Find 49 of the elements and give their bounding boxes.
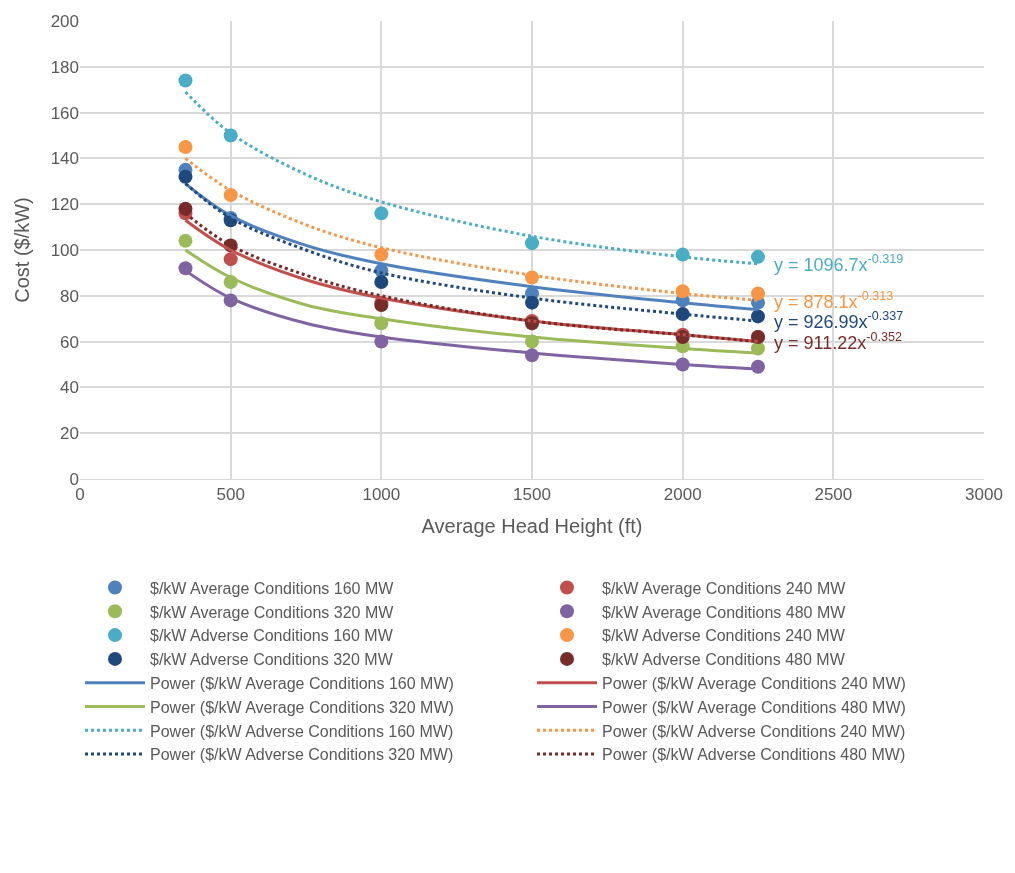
- y-tick-label: 40: [60, 378, 79, 398]
- legend-label: $/kW Average Conditions 320 MW: [150, 603, 395, 621]
- point: [178, 169, 193, 184]
- point: [374, 275, 389, 290]
- legend-label: Power ($/kW Average Conditions 240 MW): [602, 674, 906, 692]
- y-tick-label: 160: [50, 103, 79, 123]
- point: [178, 73, 193, 88]
- x-tick-label: 500: [216, 485, 245, 505]
- legend-label: $/kW Adverse Conditions 480 MW: [602, 651, 846, 669]
- legend-label: $/kW Adverse Conditions 320 MW: [150, 651, 394, 669]
- legend-label: Power ($/kW Adverse Conditions 320 MW): [150, 746, 454, 764]
- point: [751, 309, 765, 324]
- legend-label: Power ($/kW Average Conditions 320 MW): [150, 698, 454, 716]
- legend-label: Power ($/kW Adverse Conditions 480 MW): [602, 746, 906, 764]
- x-tick-label: 1500: [513, 485, 551, 505]
- legend-label: Power ($/kW Average Conditions 480 MW): [602, 698, 906, 716]
- point: [751, 286, 765, 301]
- legend-label: $/kW Average Conditions 160 MW: [150, 579, 395, 597]
- point: [178, 233, 193, 248]
- legend-label: $/kW Average Conditions 240 MW: [602, 579, 847, 597]
- annotation: y = 1096.7x$^{-0.319}$: [774, 252, 904, 275]
- x-tick-label: 3000: [965, 485, 1003, 505]
- point: [178, 139, 193, 154]
- legend-label: Power ($/kW Average Conditions 160 MW): [150, 674, 454, 692]
- point: [178, 201, 193, 216]
- y-tick-label: 120: [50, 195, 79, 215]
- legend-label: Power ($/kW Adverse Conditions 160 MW): [150, 722, 454, 740]
- x-tick-label: 2500: [814, 485, 853, 505]
- y-tick-label: 140: [50, 149, 79, 169]
- legend-label: $/kW Adverse Conditions 240 MW: [602, 627, 846, 645]
- y-tick-label: 20: [60, 424, 79, 444]
- point: [751, 249, 765, 264]
- point: [374, 247, 389, 262]
- y-tick-label: 100: [50, 240, 79, 260]
- y-tick-label: 0: [69, 469, 79, 489]
- x-tick-label: 2000: [663, 485, 702, 505]
- y-tick-label: 80: [60, 286, 79, 306]
- point: [223, 252, 238, 267]
- legend-label: $/kW Average Conditions 480 MW: [602, 603, 847, 621]
- point: [374, 206, 389, 221]
- y-tick-label: 200: [50, 11, 79, 31]
- x-tick-label: 1000: [362, 485, 401, 505]
- legend-label: $/kW Adverse Conditions 160 MW: [150, 627, 394, 645]
- point: [525, 236, 539, 251]
- legend-label: Power ($/kW Adverse Conditions 240 MW): [602, 722, 906, 740]
- y-tick-label: 60: [60, 332, 79, 352]
- y-axis-title: Cost ($/kW): [11, 197, 34, 303]
- y-tick-label: 180: [50, 57, 79, 77]
- x-axis-title: Average Head Height (ft): [421, 514, 643, 537]
